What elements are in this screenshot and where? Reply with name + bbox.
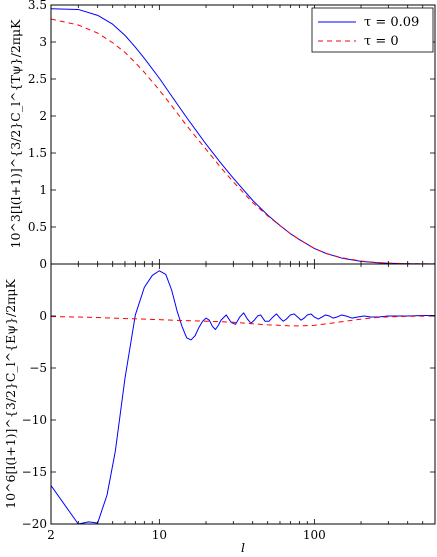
top-panel-ticks: 0 0.5 1 1.5 2 2.5 3 3.5 bbox=[28, 0, 436, 271]
y-tick-label: 1 bbox=[39, 183, 47, 197]
y-tick-label: 0 bbox=[39, 257, 47, 271]
x-tick-label: 100 bbox=[303, 528, 326, 542]
top-panel: 0 0.5 1 1.5 2 2.5 3 3.5 10^3[l(l+1)]^{3/2}C_l^{… bbox=[8, 0, 436, 271]
series-line-tau-0.09-panel-1 bbox=[51, 270, 435, 524]
legend-label-tau-0: τ = 0 bbox=[364, 34, 399, 49]
y-tick-label: 2.5 bbox=[28, 72, 47, 86]
top-panel-ylabel: 10^3[l(l+1)]^{3/2}C_l^{Tψ}/2πμK bbox=[8, 19, 23, 249]
series-line-tau-0-panel-1 bbox=[51, 315, 435, 327]
y-tick-label: −10 bbox=[22, 413, 47, 427]
y-tick-label: 3.5 bbox=[28, 0, 47, 12]
legend-label-tau-0.09: τ = 0.09 bbox=[364, 15, 419, 30]
y-tick-label: 0.5 bbox=[28, 220, 47, 234]
y-tick-label: −5 bbox=[29, 361, 47, 375]
y-tick-label: −20 bbox=[22, 517, 47, 531]
bottom-panel: −20 −15 −10 −5 0 2 10 100 10^6[l(l+1)]^{3/2}C_l… bbox=[3, 263, 436, 555]
x-tick-label: 2 bbox=[47, 528, 55, 542]
y-tick-label: 3 bbox=[39, 35, 47, 49]
legend: τ = 0.09 τ = 0 bbox=[311, 7, 434, 53]
legend-box bbox=[311, 7, 434, 53]
y-tick-label: 0 bbox=[39, 309, 47, 323]
bottom-panel-series bbox=[51, 270, 435, 524]
y-tick-label: 1.5 bbox=[28, 146, 47, 160]
bottom-panel-ticks: −20 −15 −10 −5 0 2 10 100 bbox=[22, 264, 436, 542]
bottom-panel-ylabel: 10^6[l(l+1)]^{3/2}C_l^{Eψ}/2πμK bbox=[3, 278, 18, 508]
x-axis-label: l bbox=[241, 540, 245, 555]
bottom-panel-frame bbox=[50, 263, 436, 525]
x-tick-label: 10 bbox=[152, 528, 167, 542]
series-line-tau-0-panel-0 bbox=[51, 18, 435, 264]
y-tick-label: −15 bbox=[22, 465, 47, 479]
y-tick-label: 2 bbox=[39, 109, 47, 123]
top-panel-series bbox=[51, 8, 435, 264]
